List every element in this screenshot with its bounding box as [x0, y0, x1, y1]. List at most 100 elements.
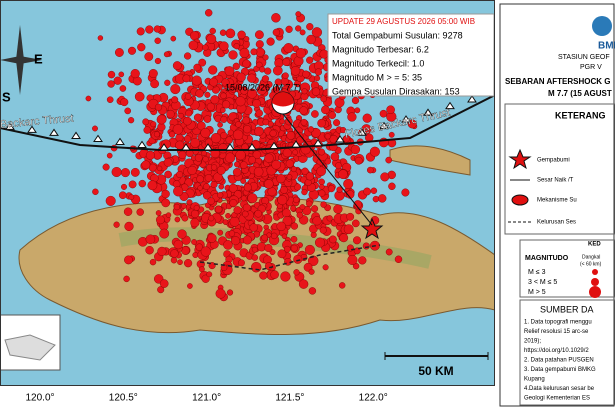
source-line: Geologi Kementerian ES: [524, 396, 590, 402]
unit: PGR V: [580, 64, 602, 71]
aftershock-dot: [318, 184, 325, 190]
mag-row: 3 < M ≤ 5: [528, 279, 557, 286]
aftershock-dot: [219, 29, 227, 36]
aftershock-dot: [196, 175, 204, 183]
aftershock-dot: [254, 126, 264, 137]
aftershock-dot: [191, 239, 198, 245]
aftershock-dot: [256, 61, 263, 69]
aftershock-dot: [210, 181, 218, 189]
aftershock-dot: [207, 233, 217, 243]
aftershock-dot: [242, 59, 251, 68]
aftershock-dot: [210, 95, 220, 105]
update-text: UPDATE 29 AGUSTUS 2026 05:00 WIB: [332, 17, 475, 26]
aftershock-dot: [223, 240, 233, 250]
aftershock-dot: [250, 48, 258, 56]
aftershock-dot: [290, 166, 297, 173]
aftershock-dot: [170, 35, 177, 42]
aftershock-dot: [363, 187, 371, 196]
aftershock-dot: [243, 36, 250, 42]
lineament: [199, 244, 381, 271]
aftershock-dot: [248, 156, 256, 164]
aftershock-dot: [314, 75, 321, 82]
aftershock-dot: [185, 109, 193, 117]
aftershock-dot: [286, 131, 296, 140]
aftershock-dot: [295, 48, 307, 59]
aftershock-dot: [177, 229, 187, 239]
source-line: 3. Data gempabumi BMKG: [524, 367, 596, 373]
aftershock-dot: [155, 210, 162, 216]
aftershock-dot: [217, 229, 224, 236]
islet: [389, 145, 471, 176]
aftershock-dot: [170, 257, 178, 264]
aftershock-dot: [200, 127, 211, 138]
aftershock-dot: [197, 185, 203, 191]
aftershock-dot: [173, 239, 184, 250]
aftershock-dot: [333, 204, 343, 214]
aftershock-dot: [339, 233, 349, 243]
aftershock-dot: [145, 234, 156, 245]
aftershock-dot: [203, 183, 210, 191]
aftershock-dot: [164, 170, 172, 179]
aftershock-dot: [262, 118, 270, 126]
aftershock-dot: [119, 85, 127, 92]
aftershock-dot: [106, 152, 113, 159]
aftershock-dot: [321, 105, 330, 115]
aftershock-dot: [224, 66, 235, 77]
leader: [282, 113, 373, 226]
aftershock-dot: [153, 25, 161, 33]
aftershock-dot: [306, 56, 314, 64]
lon-label: 120.0°: [25, 393, 54, 404]
aftershock-dot: [182, 74, 191, 83]
aftershock-dot: [102, 163, 110, 171]
aftershock-dot: [193, 63, 201, 72]
source-title: SUMBER DA: [540, 304, 594, 314]
aftershock-dot: [195, 243, 204, 251]
aftershock-dot: [141, 160, 151, 170]
aftershock-dot: [193, 113, 202, 122]
aftershock-dot: [339, 282, 346, 289]
event-label: 15/08/2026 (M 7.7): [225, 82, 301, 92]
aftershock-dot: [92, 125, 98, 132]
thrust-tooth: [49, 128, 59, 136]
aftershock-dot: [290, 244, 298, 252]
aftershock-dot: [192, 251, 199, 258]
stat-line: Total Gempabumi Susulan: 9278: [332, 30, 463, 40]
aftershock-dot: [222, 100, 231, 109]
aftershock-dot: [362, 242, 370, 250]
compass-ew: [0, 56, 42, 64]
aftershock-dot: [351, 96, 360, 105]
org: BMKG: [598, 41, 615, 52]
legend-star: [508, 148, 532, 170]
aftershock-dot: [183, 116, 192, 126]
aftershock-dot: [347, 254, 358, 265]
aftershock-dot: [148, 68, 158, 78]
legend-label: Kelurusan Ses: [537, 220, 576, 226]
aftershock-dot: [204, 174, 213, 182]
aftershock-dot: [242, 203, 251, 212]
aftershock-dot: [301, 189, 308, 196]
source-line: Relief resolusi 15 arc-se: [524, 329, 589, 335]
aftershock-dot: [166, 109, 175, 119]
map-frame: [0, 0, 495, 386]
aftershock-dot: [236, 72, 246, 82]
thrust-tooth: [27, 125, 37, 133]
aftershock-dot: [294, 183, 302, 191]
thrust-tooth: [115, 137, 125, 145]
aftershock-dot: [247, 73, 257, 83]
aftershock-dot: [143, 126, 151, 134]
aftershock-dot: [354, 156, 363, 165]
aftershock-dot: [251, 246, 258, 253]
aftershock-dot: [254, 30, 264, 40]
aftershock-dot: [277, 249, 287, 259]
aftershock-dot: [318, 148, 325, 156]
aftershock-dot: [280, 185, 288, 194]
aftershock-dot: [299, 29, 306, 36]
aftershock-dot: [107, 70, 116, 79]
aftershock-dot: [153, 131, 160, 138]
aftershock-dot: [149, 258, 157, 266]
aftershock-dot: [354, 107, 361, 114]
aftershock-dot: [230, 236, 240, 246]
aftershock-dot: [343, 224, 354, 235]
thrust-tooth: [5, 122, 15, 130]
aftershock-dot: [290, 66, 301, 76]
